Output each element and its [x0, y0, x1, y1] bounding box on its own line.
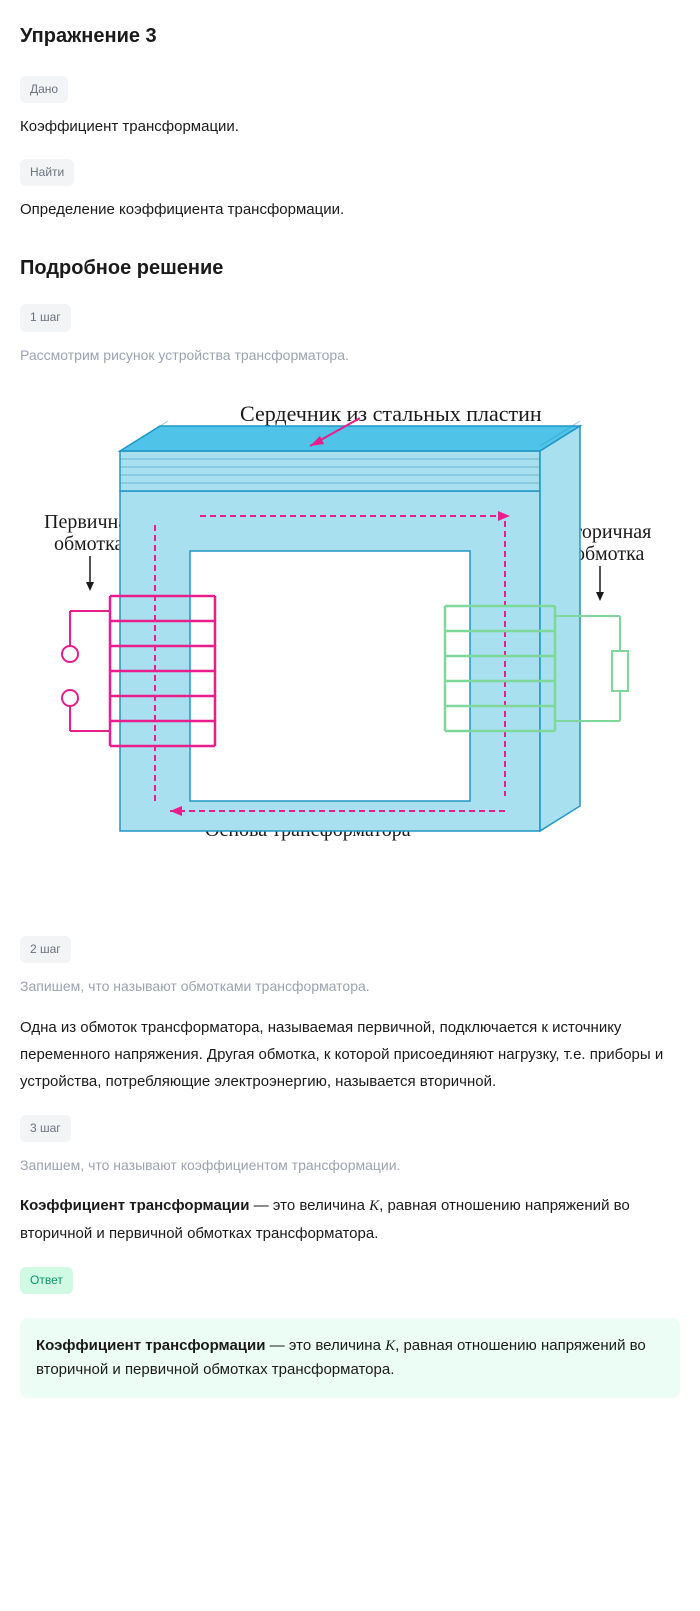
find-text: Определение коэффициента трансформации.	[20, 198, 680, 222]
step2-badge: 2 шаг	[20, 936, 71, 963]
step3-k: K	[369, 1198, 379, 1214]
transformer-diagram: Сердечник из стальных пластин Первичная …	[20, 396, 680, 876]
given-badge: Дано	[20, 76, 68, 103]
given-text: Коэффициент трансформации.	[20, 115, 680, 139]
step3-rest1: — это величина	[249, 1197, 369, 1214]
answer-body: Коэффициент трансформации — это величина…	[36, 1334, 664, 1382]
find-badge: Найти	[20, 159, 74, 186]
exercise-title: Упражнение 3	[20, 20, 680, 52]
answer-box: Коэффициент трансформации — это величина…	[20, 1318, 680, 1398]
step2-body: Одна из обмоток трансформатора, называем…	[20, 1014, 680, 1095]
answer-k: K	[385, 1338, 395, 1354]
step3-intro: Запишем, что называют коэффициентом тран…	[20, 1154, 680, 1176]
answer-badge: Ответ	[20, 1267, 73, 1294]
step2-intro: Запишем, что называют обмотками трансфор…	[20, 975, 680, 997]
step1-badge: 1 шаг	[20, 304, 71, 331]
answer-bold: Коэффициент трансформации	[36, 1337, 265, 1354]
answer-rest1: — это величина	[265, 1337, 385, 1354]
step3-bold: Коэффициент трансформации	[20, 1197, 249, 1214]
step3-body: Коэффициент трансформации — это величина…	[20, 1192, 680, 1247]
step3-badge: 3 шаг	[20, 1115, 71, 1142]
transformer-svg	[30, 396, 670, 876]
step1-intro: Рассмотрим рисунок устройства трансформа…	[20, 344, 680, 366]
solution-title: Подробное решение	[20, 252, 680, 284]
